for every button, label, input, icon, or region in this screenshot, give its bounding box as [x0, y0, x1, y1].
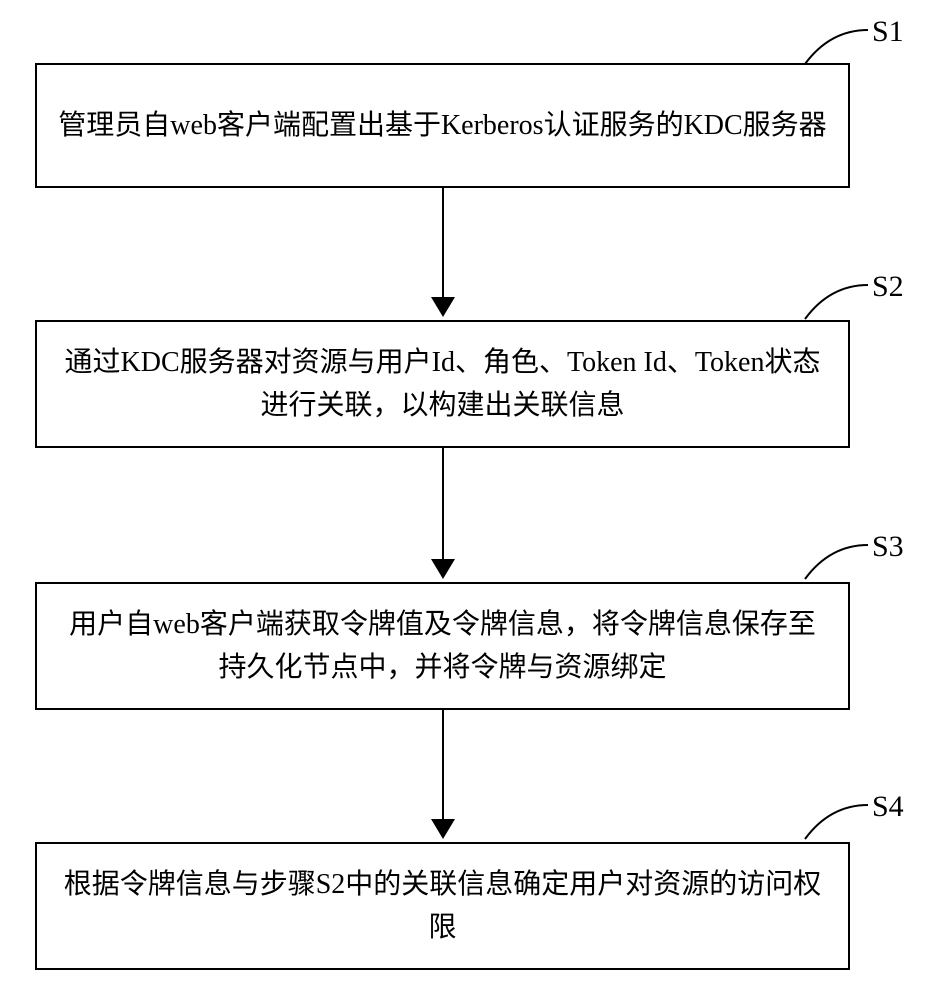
- label-curve-s2: [800, 283, 875, 328]
- flowchart-box-s1: 管理员自web客户端配置出基于Kerberos认证服务的KDC服务器: [35, 63, 850, 188]
- step-label-s3: S3: [872, 530, 904, 564]
- flowchart-container: 管理员自web客户端配置出基于Kerberos认证服务的KDC服务器 S1 通过…: [0, 0, 933, 1000]
- arrow-s1-s2: [431, 188, 455, 317]
- arrow-head: [431, 559, 455, 579]
- arrow-head: [431, 819, 455, 839]
- arrow-s2-s3: [431, 448, 455, 579]
- arrow-line: [442, 188, 444, 298]
- step-label-s2: S2: [872, 270, 904, 304]
- step-label-s1: S1: [872, 15, 904, 49]
- arrow-line: [442, 710, 444, 820]
- box-text: 用户自web客户端获取令牌值及令牌信息，将令牌信息保存至持久化节点中，并将令牌与…: [57, 603, 828, 690]
- flowchart-box-s4: 根据令牌信息与步骤S2中的关联信息确定用户对资源的访问权限: [35, 842, 850, 970]
- step-label-s4: S4: [872, 790, 904, 824]
- box-text: 根据令牌信息与步骤S2中的关联信息确定用户对资源的访问权限: [57, 863, 828, 950]
- arrow-head: [431, 297, 455, 317]
- box-text: 管理员自web客户端配置出基于Kerberos认证服务的KDC服务器: [58, 104, 826, 147]
- label-curve-s3: [800, 543, 875, 588]
- flowchart-box-s3: 用户自web客户端获取令牌值及令牌信息，将令牌信息保存至持久化节点中，并将令牌与…: [35, 582, 850, 710]
- flowchart-box-s2: 通过KDC服务器对资源与用户Id、角色、Token Id、Token状态进行关联…: [35, 320, 850, 448]
- arrow-line: [442, 448, 444, 560]
- label-curve-s4: [800, 803, 875, 848]
- box-text: 通过KDC服务器对资源与用户Id、角色、Token Id、Token状态进行关联…: [57, 341, 828, 428]
- label-curve-s1: [800, 28, 875, 73]
- arrow-s3-s4: [431, 710, 455, 839]
